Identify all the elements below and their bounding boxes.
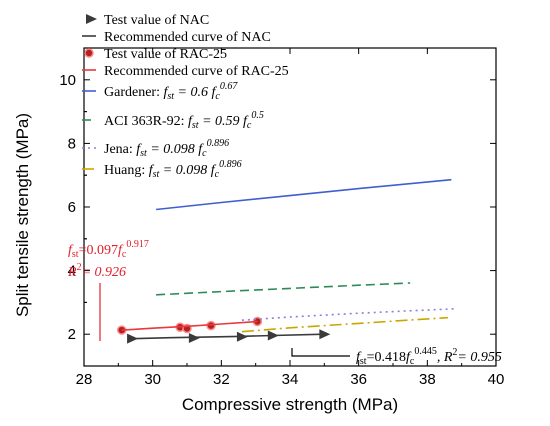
legend: Test value of NAC Recommended curve of NA… [82,13,289,180]
x-tick-label: 38 [419,371,436,388]
legend-label: Huang: fst = 0.098 fc0.896 [104,159,242,180]
legend-label: Test value of NAC [104,13,209,28]
x-tick-label: 36 [350,371,367,388]
legend-label: ACI 363R-92: fst = 0.59 fc0.5 [104,110,264,131]
legend-item-3: Recommended curve of RAC-25 [82,64,289,79]
y-tick-label: 2 [68,326,76,343]
series-5 [156,282,411,296]
y-tick-label: 6 [68,199,76,216]
annotation-nac: fst=0.418fc0.445, R2= 0.955 [291,346,502,367]
data-point-0-4 [319,329,331,340]
legend-item-7: Huang: fst = 0.098 fc0.896 [82,159,242,180]
annotations: fst=0.097fc0.917 R2= 0.926 fst=0.418fc0.44… [67,239,502,367]
legend-label: Jena: fst = 0.098 fc0.896 [104,138,229,159]
legend-item-5: ACI 363R-92: fst = 0.59 fc0.5 [82,110,264,131]
y-axis-title: Split tensile strength (MPa) [13,113,32,317]
legend-label: Test value of RAC-25 [104,47,227,62]
legend-label: Recommended curve of RAC-25 [104,64,289,79]
axes: 28 30 32 34 36 38 40 2 4 6 8 10 Compressive strength… [13,47,505,414]
x-tick-label: 30 [144,371,161,388]
x-tick-label: 40 [488,371,505,388]
legend-marker [84,48,94,58]
y-tick-label: 8 [68,135,76,152]
legend-label: Gardener: fst = 0.6 fc0.67 [104,81,238,102]
annotation-nac-text: fst=0.418fc0.445, R2= 0.955 [356,346,502,367]
series-3 [121,320,258,331]
series-1 [132,333,325,340]
legend-label: Recommended curve of NAC [104,30,271,45]
series-line-3 [121,320,258,331]
series-line-5 [156,282,411,296]
annotation-rac: fst=0.097fc0.917 R2= 0.926 [67,239,149,341]
legend-item-4: Gardener: fst = 0.6 fc0.67 [82,81,238,102]
series-line-4 [156,178,452,211]
y-tick-label: 4 [68,263,76,280]
annotation-rac-line2: R2= 0.926 [67,262,126,280]
annotation-nac-leader [291,348,350,357]
annotation-rac-line1: fst=0.097fc0.917 [68,239,149,260]
legend-item-2: Test value of RAC-25 [84,47,227,62]
legend-item-0: Test value of NAC [86,13,209,28]
y-tick-label: 10 [59,72,76,89]
series-line-7 [241,316,448,333]
x-tick-label: 28 [76,371,93,388]
x-tick-label: 34 [282,371,299,388]
series-4 [156,178,452,211]
x-axis-title: Compressive strength (MPa) [182,395,398,414]
series-line-1 [132,333,325,340]
legend-marker [86,14,97,24]
legend-item-6: Jena: fst = 0.098 fc0.896 [82,138,229,159]
series-7 [241,316,448,333]
x-tick-label: 32 [213,371,230,388]
plot-area [117,178,455,344]
legend-item-1: Recommended curve of NAC [82,30,271,45]
